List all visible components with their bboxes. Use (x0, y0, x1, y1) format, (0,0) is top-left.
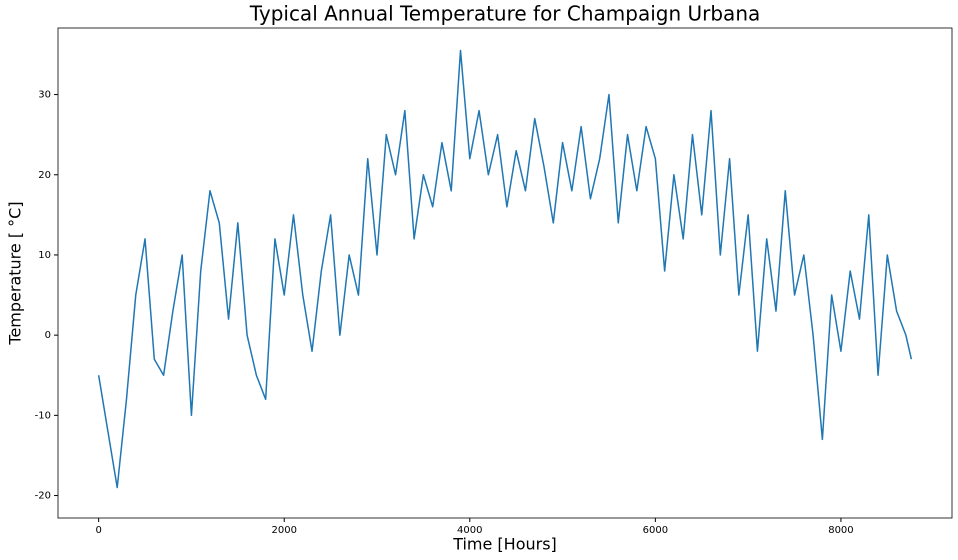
x-tick-label: 4000 (457, 525, 482, 536)
y-tick-label: 20 (38, 170, 51, 181)
x-tick-label: 8000 (828, 525, 853, 536)
x-tick-label: 0 (95, 525, 101, 536)
x-tick-label: 2000 (271, 525, 296, 536)
data-line (97, 49, 913, 489)
y-tick-label: 10 (38, 250, 51, 261)
y-tick-label: -10 (35, 410, 51, 421)
x-axis-label: Time [Hours] (452, 535, 557, 554)
plot-frame (57, 27, 953, 519)
y-tick-label: 0 (45, 330, 51, 341)
x-tick-label: 6000 (643, 525, 668, 536)
y-tick-label: 30 (38, 90, 51, 101)
y-tick-label: -20 (35, 491, 51, 502)
y-axis-label: Temperature [ °C] (6, 201, 25, 345)
chart-title: Typical Annual Temperature for Champaign… (249, 2, 761, 26)
